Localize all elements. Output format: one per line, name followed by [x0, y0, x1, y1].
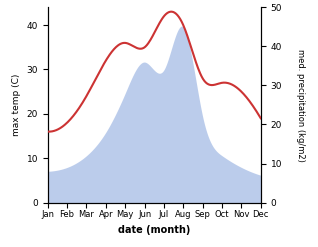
Y-axis label: max temp (C): max temp (C)	[12, 74, 21, 136]
Y-axis label: med. precipitation (kg/m2): med. precipitation (kg/m2)	[296, 49, 305, 161]
X-axis label: date (month): date (month)	[118, 225, 190, 235]
